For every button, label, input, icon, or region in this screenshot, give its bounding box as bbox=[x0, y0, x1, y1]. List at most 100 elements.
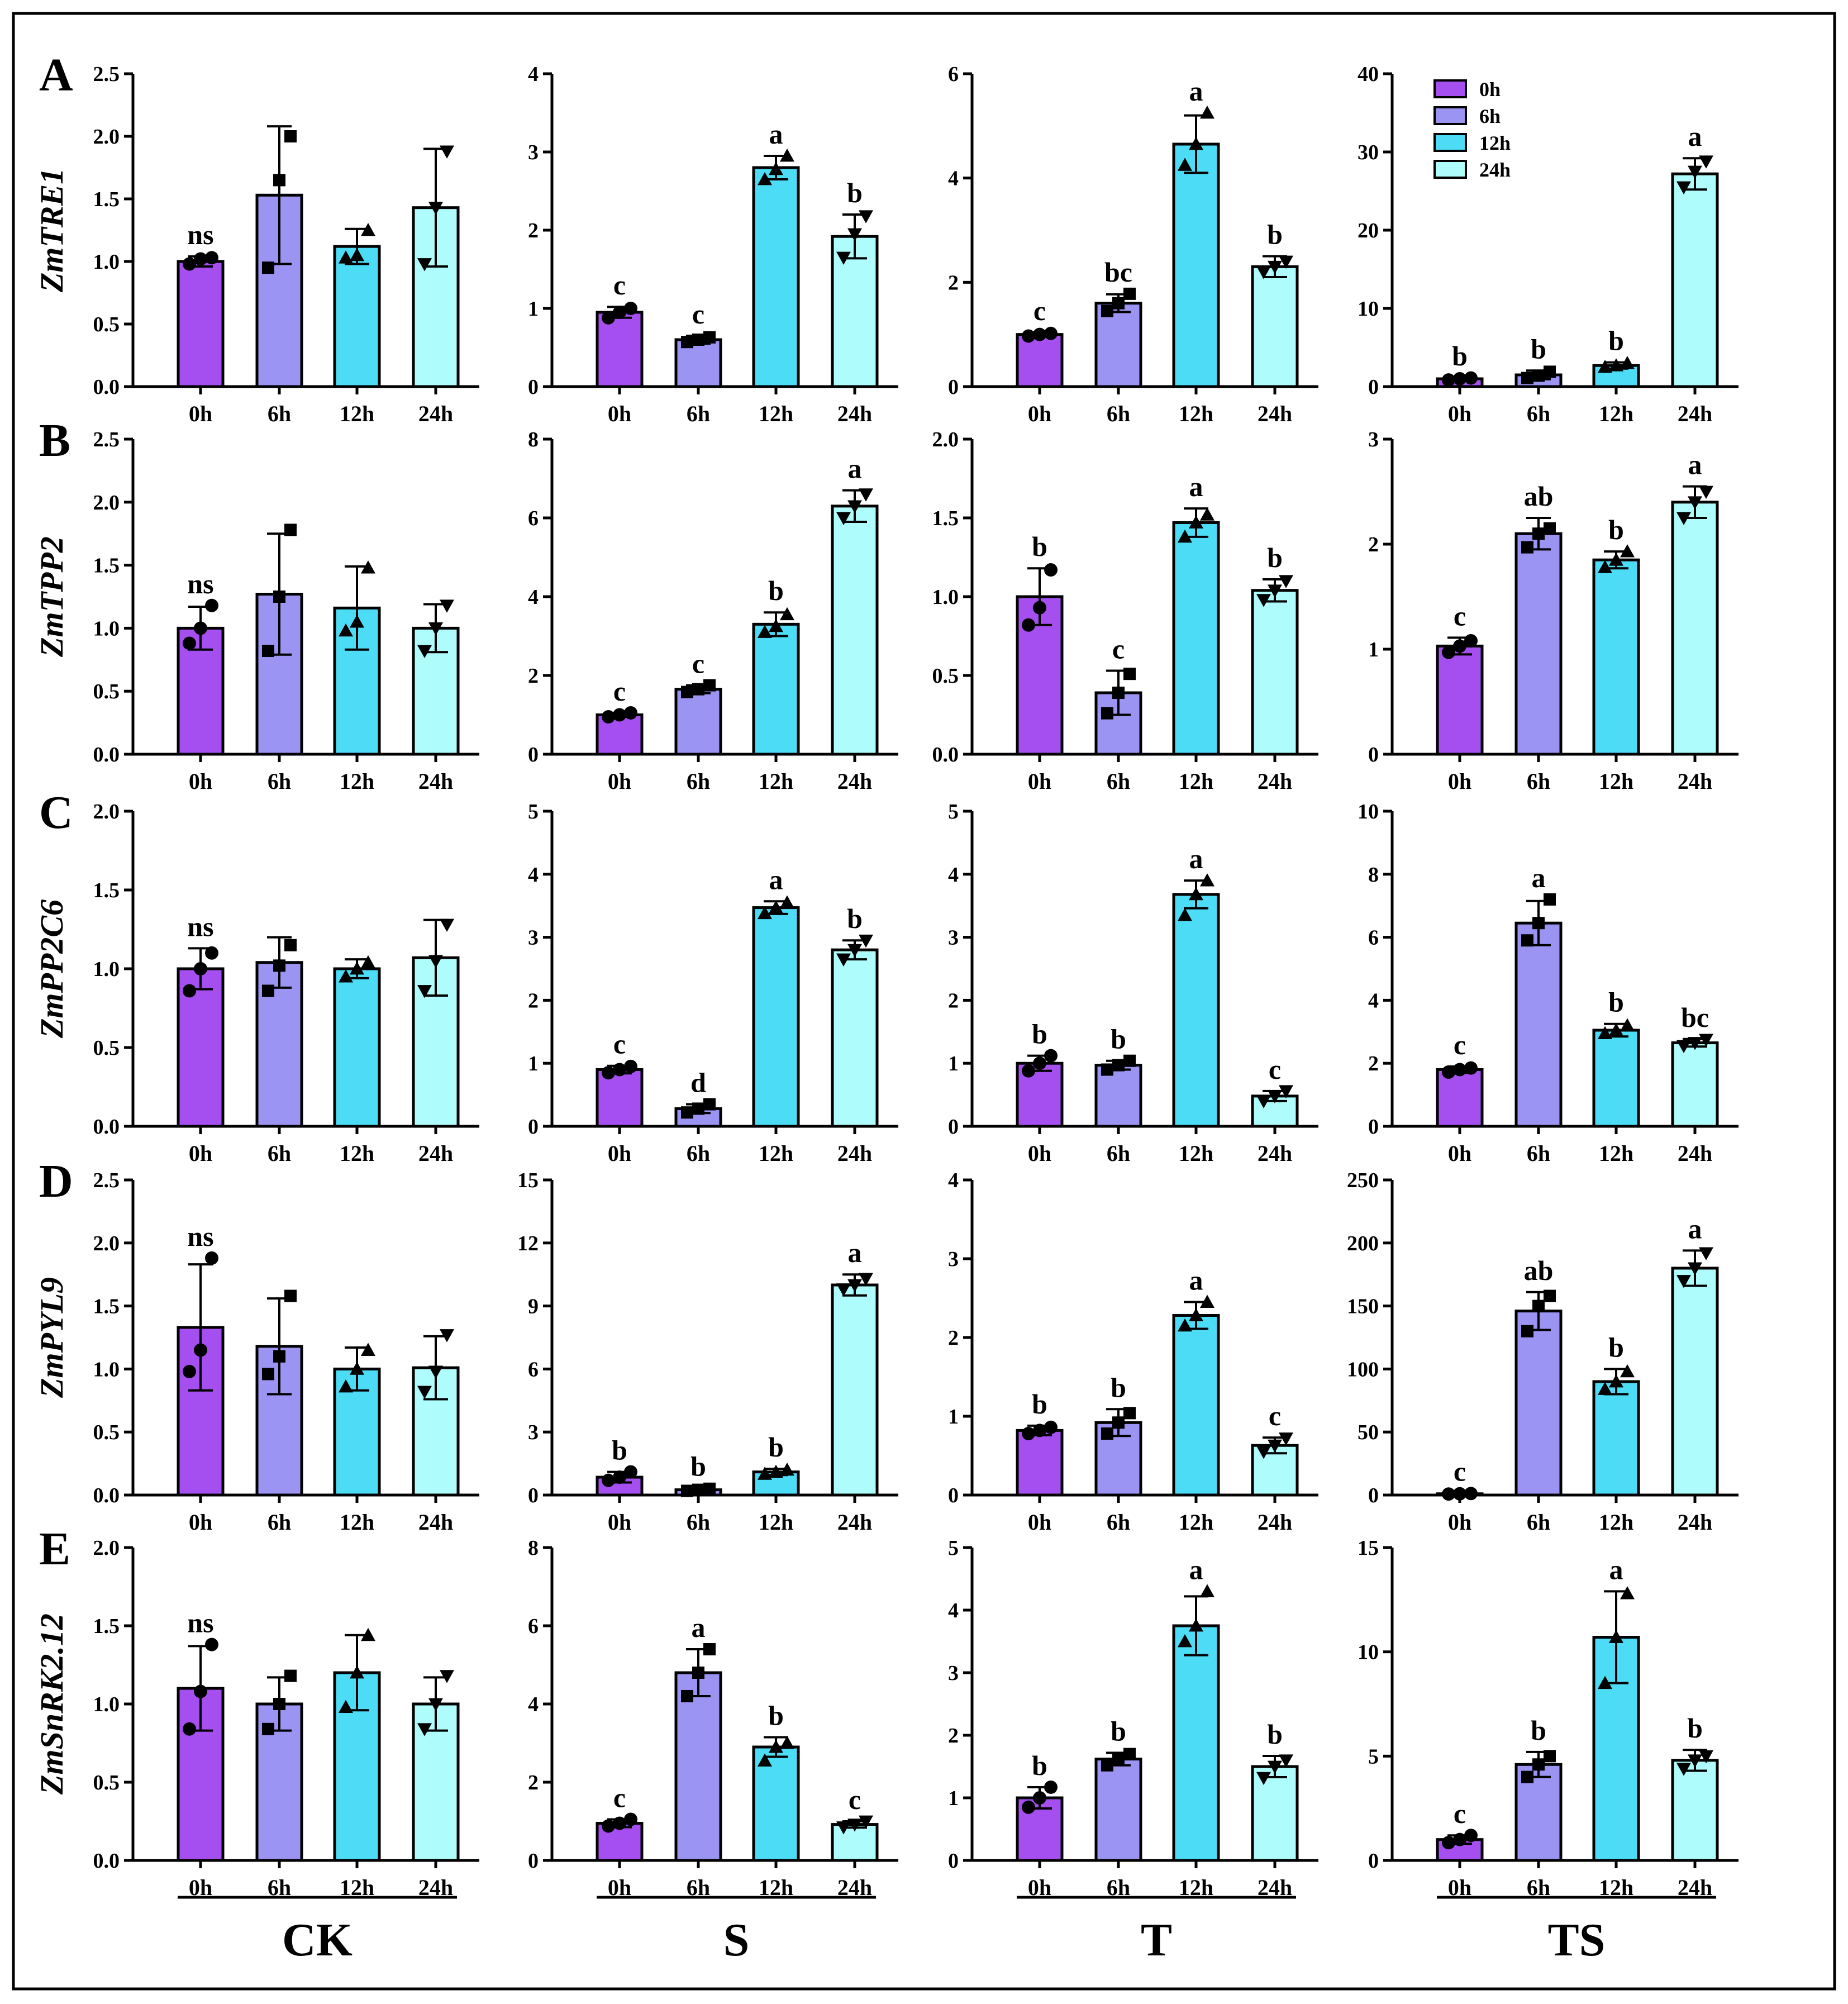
replicate-point bbox=[780, 607, 794, 621]
replicate-point bbox=[859, 1815, 873, 1829]
replicate-point bbox=[1033, 601, 1046, 615]
replicate-point bbox=[1101, 304, 1113, 317]
x-tick-label: 24h bbox=[837, 1510, 872, 1535]
y-tick-label: 0 bbox=[948, 1484, 959, 1507]
replicate-point bbox=[1688, 1037, 1702, 1050]
x-tick-label: 12h bbox=[1179, 1141, 1213, 1166]
significance-label: b bbox=[768, 575, 784, 606]
replicate-point bbox=[780, 1736, 794, 1749]
replicate-point bbox=[1442, 373, 1455, 387]
significance-label: c bbox=[613, 1782, 626, 1813]
replicate-point bbox=[205, 1638, 218, 1651]
replicate-point bbox=[1268, 1439, 1282, 1453]
significance-label: b bbox=[1608, 1331, 1624, 1363]
y-tick-label: 1 bbox=[528, 1052, 539, 1075]
replicate-point bbox=[417, 1386, 432, 1400]
x-tick-label: 6h bbox=[1107, 401, 1130, 426]
y-tick-label: 4 bbox=[528, 863, 539, 887]
y-tick-label: 6 bbox=[528, 1615, 539, 1638]
replicate-point bbox=[602, 1066, 615, 1080]
replicate-point bbox=[1123, 1054, 1136, 1067]
x-tick-label: 0h bbox=[1028, 401, 1051, 426]
replicate-point bbox=[1442, 1487, 1455, 1501]
panel-D-CK: 0.0 0.5 1.0 1.5 2.0 2.5 0h ns 6h 12h 24h bbox=[93, 1169, 479, 1535]
y-tick-label: 2 bbox=[948, 1724, 959, 1748]
replicate-point bbox=[440, 918, 454, 932]
y-tick-label: 0 bbox=[528, 1484, 539, 1507]
x-tick-label: 0h bbox=[1448, 1141, 1471, 1166]
y-tick-label: 0.0 bbox=[93, 375, 120, 399]
bar-12h bbox=[1172, 893, 1220, 1128]
replicate-point bbox=[1688, 1262, 1702, 1275]
replicate-point bbox=[1200, 507, 1214, 521]
significance-label: b bbox=[1531, 333, 1546, 364]
significance-label: a bbox=[848, 1237, 862, 1268]
x-tick-label: 0h bbox=[1028, 769, 1051, 794]
replicate-point bbox=[1112, 297, 1125, 310]
x-tick-label: 12h bbox=[759, 1510, 793, 1535]
x-tick-label: 6h bbox=[687, 769, 710, 794]
replicate-point bbox=[417, 645, 432, 659]
y-tick-label: 0 bbox=[1368, 1849, 1379, 1873]
significance-label: a bbox=[769, 864, 783, 895]
bar-6h bbox=[1514, 1310, 1563, 1497]
x-tick-label: 12h bbox=[759, 769, 793, 794]
significance-label: b bbox=[768, 1700, 784, 1731]
significance-label: a bbox=[1189, 471, 1203, 502]
significance-label: b bbox=[1452, 340, 1468, 372]
y-tick-label: 8 bbox=[528, 428, 539, 451]
replicate-point bbox=[769, 161, 783, 175]
y-tick-label: 8 bbox=[528, 1536, 539, 1560]
replicate-point bbox=[681, 1690, 693, 1702]
significance-label: b bbox=[1267, 542, 1283, 573]
y-tick-label: 1 bbox=[948, 1052, 959, 1075]
x-tick-label: 24h bbox=[837, 401, 872, 426]
significance-label: b bbox=[690, 1451, 706, 1482]
replicate-point bbox=[624, 1059, 637, 1073]
replicate-point bbox=[1178, 1634, 1192, 1648]
replicate-point bbox=[273, 959, 285, 972]
legend-swatch-0h bbox=[1433, 79, 1467, 98]
replicate-point bbox=[339, 1379, 353, 1393]
replicate-point bbox=[847, 1819, 862, 1832]
bar-6h bbox=[674, 688, 722, 756]
replicate-point bbox=[1521, 934, 1533, 947]
gene-label: ZmTRE1 bbox=[34, 168, 70, 293]
bar-24h bbox=[1671, 1041, 1719, 1128]
x-tick-label: 12h bbox=[1599, 769, 1633, 794]
replicate-point bbox=[194, 962, 207, 975]
replicate-point bbox=[1279, 575, 1293, 588]
gene-label: ZmSnRK2.12 bbox=[34, 1613, 70, 1795]
replicate-point bbox=[1464, 634, 1478, 648]
replicate-point bbox=[859, 210, 873, 223]
bar-24h bbox=[1671, 172, 1719, 388]
replicate-point bbox=[1453, 639, 1466, 653]
y-tick-label: 5 bbox=[528, 800, 539, 824]
row-letter: D bbox=[39, 1155, 73, 1207]
significance-label: a bbox=[1688, 449, 1702, 480]
y-tick-label: 2 bbox=[948, 989, 959, 1012]
y-tick-label: 0 bbox=[948, 1115, 959, 1139]
significance-label: c bbox=[692, 648, 704, 679]
replicate-point bbox=[284, 130, 297, 142]
significance-label: b bbox=[1531, 1715, 1546, 1746]
x-tick-label: 24h bbox=[418, 1510, 453, 1535]
row-letter: E bbox=[39, 1523, 70, 1575]
replicate-point bbox=[273, 1698, 285, 1710]
y-tick-label: 20 bbox=[1358, 219, 1379, 242]
replicate-point bbox=[1178, 1318, 1192, 1332]
significance-label: a bbox=[1189, 843, 1203, 874]
replicate-point bbox=[836, 1283, 851, 1297]
y-tick-label: 1.0 bbox=[93, 617, 120, 640]
replicate-point bbox=[1442, 1065, 1455, 1079]
y-tick-label: 0.0 bbox=[932, 743, 959, 767]
bar-0h bbox=[596, 1068, 644, 1128]
replicate-point bbox=[361, 955, 375, 969]
significance-label: c bbox=[1033, 295, 1046, 326]
y-tick-label: 10 bbox=[1358, 800, 1379, 824]
x-tick-label: 6h bbox=[687, 1141, 710, 1166]
y-tick-label: 4 bbox=[1368, 989, 1379, 1012]
bar-0h bbox=[1016, 333, 1064, 388]
replicate-point bbox=[703, 1098, 716, 1111]
replicate-point bbox=[1022, 618, 1035, 632]
